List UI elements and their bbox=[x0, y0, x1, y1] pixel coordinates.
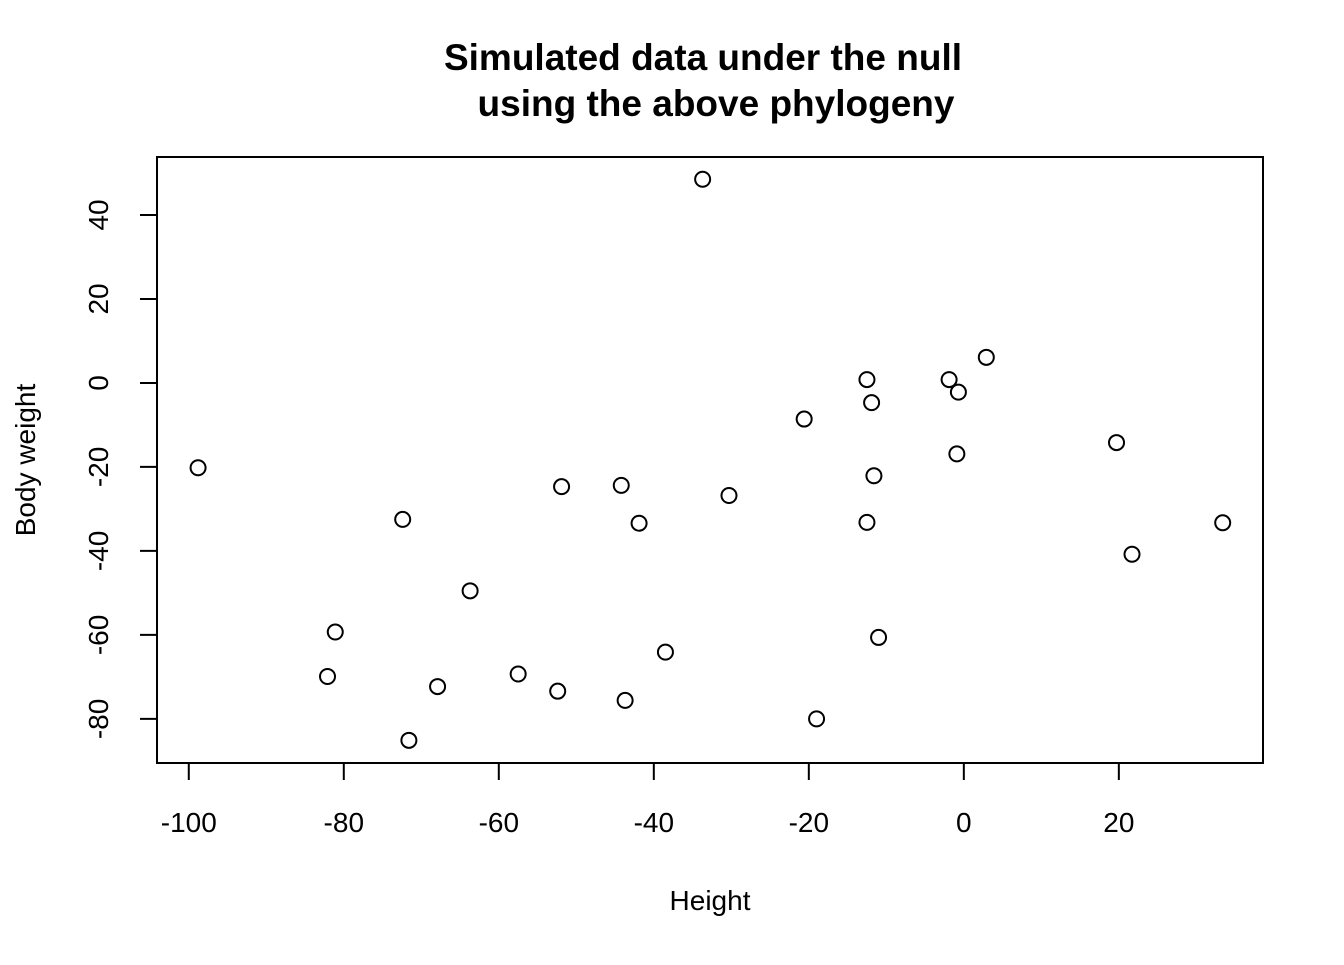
y-tick-label: 40 bbox=[83, 199, 114, 230]
data-point bbox=[694, 170, 712, 188]
data-point bbox=[1108, 434, 1126, 452]
data-point bbox=[630, 514, 648, 532]
data-point bbox=[326, 623, 344, 641]
y-tick-label: -40 bbox=[83, 531, 114, 571]
x-axis: -100 -80 -60 -40 -20 0 20 bbox=[161, 762, 1134, 838]
data-point bbox=[865, 467, 883, 485]
x-tick-label: -60 bbox=[479, 807, 519, 838]
y-tick-label: 0 bbox=[83, 375, 114, 391]
data-point bbox=[858, 371, 876, 389]
data-point bbox=[948, 445, 966, 463]
data-point bbox=[949, 383, 967, 401]
data-point bbox=[189, 459, 207, 477]
y-tick-label: 20 bbox=[83, 283, 114, 314]
data-point bbox=[319, 667, 337, 685]
y-tick-label: -20 bbox=[83, 447, 114, 487]
data-point bbox=[863, 394, 881, 412]
chart-title-line-2: using the above phylogeny bbox=[478, 83, 955, 124]
data-point bbox=[400, 731, 418, 749]
x-tick-label: 0 bbox=[956, 807, 972, 838]
data-points bbox=[189, 170, 1232, 749]
data-point bbox=[656, 643, 674, 661]
data-point bbox=[858, 513, 876, 531]
data-point bbox=[1123, 545, 1141, 563]
plot-frame bbox=[156, 156, 1264, 764]
y-tick-label: -80 bbox=[83, 699, 114, 739]
data-point bbox=[720, 486, 738, 504]
data-point bbox=[612, 476, 630, 494]
data-point bbox=[977, 348, 995, 366]
y-tick-label: -60 bbox=[83, 615, 114, 655]
x-tick-label: 20 bbox=[1103, 807, 1134, 838]
x-tick-label: -40 bbox=[634, 807, 674, 838]
x-tick-label: -20 bbox=[789, 807, 829, 838]
data-point bbox=[808, 710, 826, 728]
x-axis-label: Height bbox=[670, 885, 751, 916]
data-point bbox=[394, 510, 412, 528]
y-axis: -80 -60 -40 -20 0 20 40 bbox=[83, 199, 158, 739]
y-axis-label: Body weight bbox=[10, 384, 41, 537]
data-point bbox=[616, 691, 634, 709]
data-point bbox=[549, 682, 567, 700]
data-point bbox=[553, 478, 571, 496]
data-point bbox=[1214, 514, 1232, 532]
x-tick-label: -80 bbox=[324, 807, 364, 838]
data-point bbox=[870, 628, 888, 646]
data-point bbox=[429, 678, 447, 696]
chart-title-line-1: Simulated data under the null bbox=[444, 37, 962, 78]
data-point bbox=[795, 410, 813, 428]
x-tick-label: -100 bbox=[161, 807, 217, 838]
data-point bbox=[940, 371, 958, 389]
data-point bbox=[509, 665, 527, 683]
data-point bbox=[461, 582, 479, 600]
